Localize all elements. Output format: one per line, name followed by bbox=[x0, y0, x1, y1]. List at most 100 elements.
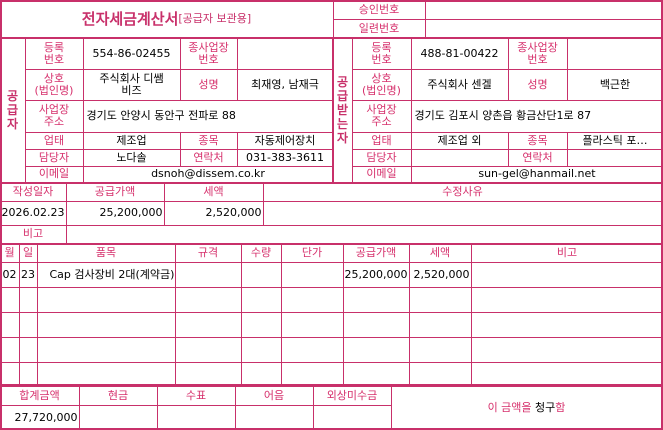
item-cell bbox=[470, 336, 663, 363]
side-label-char: 는 bbox=[336, 117, 349, 131]
receiver-manager-label: 담당자 bbox=[351, 148, 412, 167]
item-cell bbox=[408, 311, 472, 338]
tax-value: 2,520,000 bbox=[163, 200, 264, 226]
supplier-company: 주식회사 디쌤 비즈 bbox=[82, 68, 181, 101]
item-cell bbox=[174, 361, 242, 387]
receiver-business-type: 제조업 외 bbox=[410, 131, 509, 150]
item-cell: 25,200,000 bbox=[342, 261, 410, 288]
date-value: 2026.02.23 bbox=[0, 200, 67, 226]
item-cell bbox=[280, 261, 344, 288]
receiver-business-item-label: 종목 bbox=[507, 131, 568, 150]
supplier-business-type: 제조업 bbox=[82, 131, 181, 150]
item-cell bbox=[0, 361, 20, 387]
item-header: 규격 bbox=[174, 242, 242, 263]
item-cell bbox=[240, 361, 282, 387]
total-header: 합계금액 bbox=[0, 385, 80, 406]
supplier-email-label: 이메일 bbox=[24, 165, 84, 183]
item-cell bbox=[408, 361, 472, 387]
receiver-email: sun-gel@hanmail.net bbox=[410, 165, 663, 183]
total-header: 현금 bbox=[78, 385, 158, 406]
item-cell bbox=[342, 361, 410, 387]
title-text: 전자세금계산서 bbox=[81, 10, 179, 28]
item-cell bbox=[18, 361, 38, 387]
supplier-manager-label: 담당자 bbox=[24, 148, 84, 167]
item-cell: Cap 검사장비 2대(계약금) bbox=[36, 261, 176, 288]
item-header: 단가 bbox=[280, 242, 344, 263]
item-cell bbox=[0, 286, 20, 313]
item-cell bbox=[470, 311, 663, 338]
serial-label: 일련번호 bbox=[332, 18, 426, 39]
item-cell bbox=[174, 311, 242, 338]
item-cell bbox=[280, 361, 344, 387]
approval-value bbox=[424, 0, 663, 20]
receiver-email-label: 이메일 bbox=[351, 165, 412, 183]
item-cell bbox=[174, 261, 242, 288]
supplier-contact: 031-383-3611 bbox=[236, 148, 334, 167]
receiver-ceo: 백근한 bbox=[566, 68, 663, 101]
item-cell bbox=[36, 336, 176, 363]
item-cell bbox=[36, 286, 176, 313]
total-value bbox=[156, 404, 236, 430]
item-cell bbox=[280, 311, 344, 338]
item-cell bbox=[470, 361, 663, 387]
supplier-manager: 노다솔 bbox=[82, 148, 181, 167]
side-label-char: 받 bbox=[336, 103, 349, 117]
item-header: 품목 bbox=[36, 242, 176, 263]
receiver-ceo-label: 성명 bbox=[507, 68, 568, 101]
receiver-reg-no: 488-81-00422 bbox=[410, 37, 509, 70]
item-cell bbox=[18, 286, 38, 313]
item-header: 공급가액 bbox=[342, 242, 410, 263]
total-value bbox=[78, 404, 158, 430]
date-label: 작성일자 bbox=[0, 181, 67, 202]
item-header: 비고 bbox=[470, 242, 663, 263]
supplier-branch-no-label: 종사업장 번호 bbox=[179, 37, 238, 70]
item-header: 일 bbox=[18, 242, 38, 263]
reason-label: 수정사유 bbox=[262, 181, 663, 202]
item-cell bbox=[36, 361, 176, 387]
item-cell bbox=[408, 286, 472, 313]
invoice-title: 전자세금계산서 [공급자 보관용] bbox=[0, 0, 334, 39]
item-cell: 2,520,000 bbox=[408, 261, 472, 288]
tax-label: 세액 bbox=[163, 181, 264, 202]
item-header: 수량 bbox=[240, 242, 282, 263]
item-cell bbox=[240, 336, 282, 363]
supply-value: 25,200,000 bbox=[65, 200, 165, 226]
side-label-char: 공 bbox=[336, 75, 349, 89]
receiver-business-item: 플라스틱 포… bbox=[566, 131, 663, 150]
side-label-char: 급 bbox=[6, 103, 19, 117]
total-value bbox=[312, 404, 392, 430]
item-cell bbox=[0, 336, 20, 363]
supplier-reg-no-label: 등록 번호 bbox=[24, 37, 84, 70]
note-value bbox=[65, 224, 663, 244]
receiver-branch-no-label: 종사업장 번호 bbox=[507, 37, 568, 70]
receiver-company-label: 상호 (법인명) bbox=[351, 68, 412, 101]
supplier-reg-no: 554-86-02455 bbox=[82, 37, 181, 70]
item-header: 세액 bbox=[408, 242, 472, 263]
item-cell bbox=[0, 311, 20, 338]
receiver-contact-label: 연락처 bbox=[507, 148, 568, 167]
item-cell bbox=[342, 336, 410, 363]
supplier-branch-no bbox=[236, 37, 334, 70]
item-cell bbox=[408, 336, 472, 363]
supplier-address-label: 사업장 주소 bbox=[24, 99, 84, 133]
item-header: 월 bbox=[0, 242, 20, 263]
side-label-char: 급 bbox=[336, 89, 349, 103]
claim-text: 이 금액을 청구 함 bbox=[390, 385, 663, 430]
receiver-business-type-label: 업태 bbox=[351, 131, 412, 150]
note-label: 비고 bbox=[0, 224, 67, 244]
side-label-char: 자 bbox=[6, 117, 19, 131]
total-value bbox=[234, 404, 314, 430]
item-cell bbox=[470, 261, 663, 288]
receiver-branch-no bbox=[566, 37, 663, 70]
side-label-char: 자 bbox=[336, 131, 349, 145]
approval-label: 승인번호 bbox=[332, 0, 426, 20]
side-label-char: 공 bbox=[6, 89, 19, 103]
item-cell bbox=[342, 311, 410, 338]
subtitle-text: [공급자 보관용] bbox=[178, 12, 252, 25]
receiver-address: 경기도 김포시 양촌읍 황금산단1로 87 bbox=[410, 99, 663, 133]
supplier-business-item-label: 종목 bbox=[179, 131, 238, 150]
claim-prefix: 이 금액을 bbox=[487, 400, 536, 414]
item-cell bbox=[18, 336, 38, 363]
item-cell bbox=[240, 311, 282, 338]
